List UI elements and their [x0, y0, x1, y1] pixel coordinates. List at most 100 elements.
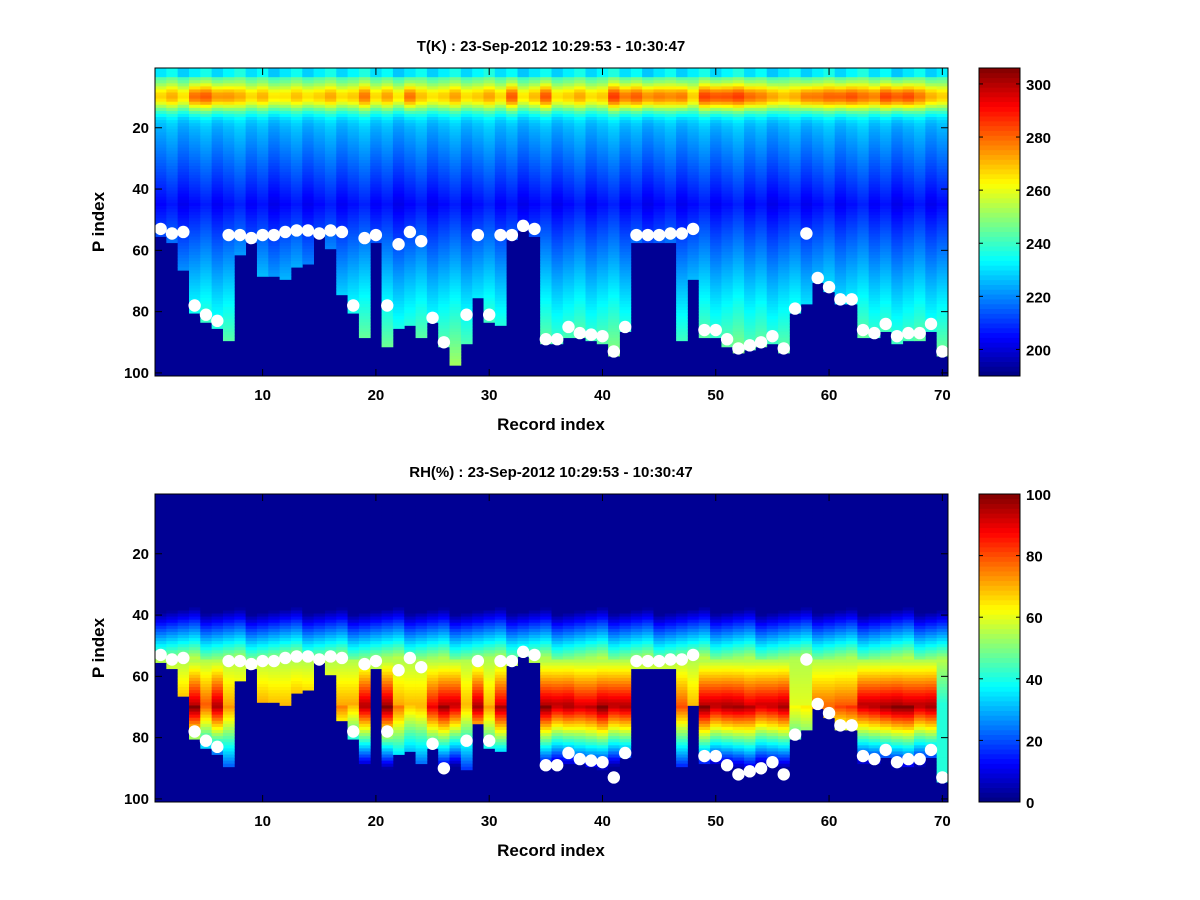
- heatmap-cell: [551, 181, 564, 185]
- heatmap-cell: [472, 74, 484, 78]
- heatmap-cell: [596, 303, 609, 308]
- heatmap-cell: [336, 184, 348, 188]
- heatmap-cell: [732, 117, 745, 121]
- temperature-title: T(K) : 23-Sep-2012 10:29:53 - 10:30:47: [417, 38, 685, 55]
- heatmap-cell: [585, 273, 598, 277]
- heatmap-cell: [472, 258, 484, 262]
- heatmap-cell: [438, 98, 450, 103]
- heatmap-cell: [562, 138, 575, 142]
- heatmap-cell: [222, 313, 235, 317]
- heatmap-cell: [506, 199, 518, 204]
- heatmap-cell: [664, 215, 677, 219]
- heatmap-cell: [574, 227, 586, 231]
- heatmap-cell: [347, 248, 360, 253]
- heatmap-cell: [732, 156, 745, 161]
- heatmap-cell: [857, 303, 870, 308]
- heatmap-cell: [188, 276, 201, 280]
- heatmap-cell: [540, 89, 552, 93]
- heatmap-cell: [551, 147, 564, 152]
- heatmap-cell: [823, 101, 836, 106]
- heatmap-cell: [766, 264, 779, 268]
- heatmap-cell: [619, 92, 632, 96]
- heatmap-cell: [381, 71, 394, 75]
- heatmap-cell: [381, 334, 394, 339]
- heatmap-cell: [381, 270, 394, 274]
- heatmap-cell: [834, 242, 847, 247]
- heatmap-cell: [336, 113, 348, 118]
- heatmap-cell: [404, 101, 416, 106]
- heatmap-cell: [585, 310, 598, 314]
- heatmap-cell: [755, 258, 768, 262]
- heatmap-cell: [834, 193, 847, 198]
- heatmap-cell: [302, 89, 314, 93]
- heatmap-cell: [868, 254, 881, 259]
- heatmap-cell: [483, 89, 496, 93]
- heatmap-cell: [381, 196, 394, 201]
- heatmap-cell: [166, 77, 179, 81]
- heatmap-cell: [630, 120, 643, 124]
- heatmap-cell: [574, 202, 586, 207]
- heatmap-cell: [642, 199, 654, 204]
- heatmap-cell: [574, 313, 586, 317]
- heatmap-cell: [619, 199, 632, 204]
- heatmap-cell: [370, 95, 382, 100]
- heatmap-cell: [574, 307, 586, 311]
- heatmap-cell: [347, 199, 360, 204]
- heatmap-cell: [562, 172, 575, 176]
- heatmap-cell: [347, 184, 360, 188]
- heatmap-cell: [381, 202, 394, 207]
- heatmap-cell: [574, 163, 586, 167]
- heatmap-cell: [664, 181, 677, 185]
- heatmap-cell: [540, 156, 552, 161]
- heatmap-cell: [155, 120, 167, 124]
- heatmap-cell: [279, 236, 292, 241]
- heatmap-cell: [324, 68, 337, 72]
- heatmap-cell: [460, 319, 473, 323]
- heatmap-cell: [415, 120, 428, 124]
- heatmap-cell: [358, 224, 371, 228]
- heatmap-cell: [744, 245, 756, 250]
- heatmap-cell: [449, 343, 462, 348]
- heatmap-cell: [868, 141, 881, 146]
- heatmap-cell: [551, 233, 564, 237]
- heatmap-cell: [358, 163, 371, 167]
- heatmap-cell: [812, 215, 824, 219]
- heatmap-cell: [834, 254, 847, 259]
- heatmap-cell: [755, 126, 768, 130]
- heatmap-cell: [710, 297, 722, 302]
- heatmap-cell: [268, 89, 281, 93]
- heatmap-cell: [562, 218, 575, 222]
- heatmap-cell: [551, 172, 564, 176]
- heatmap-cell: [211, 135, 224, 139]
- heatmap-cell: [415, 147, 428, 152]
- heatmap-cell: [766, 86, 779, 90]
- heatmap-cell: [324, 123, 337, 127]
- heatmap-cell: [245, 126, 258, 130]
- heatmap-cell: [868, 187, 881, 191]
- heatmap-cell: [404, 258, 416, 262]
- heatmap-cell: [460, 89, 473, 93]
- heatmap-cell: [336, 267, 348, 271]
- heatmap-cell: [653, 110, 666, 115]
- heatmap-cell: [562, 270, 575, 274]
- heatmap-cell: [494, 261, 507, 265]
- heatmap-cell: [540, 86, 552, 90]
- heatmap-cell: [596, 224, 609, 228]
- heatmap-cell: [494, 258, 507, 262]
- heatmap-cell: [517, 113, 530, 118]
- heatmap-cell: [506, 123, 518, 127]
- heatmap-cell: [585, 261, 598, 265]
- heatmap-cell: [472, 221, 484, 225]
- heatmap-cell: [834, 227, 847, 231]
- heatmap-cell: [766, 126, 779, 130]
- heatmap-cell: [188, 245, 201, 250]
- heatmap-cell: [494, 120, 507, 124]
- heatmap-cell: [494, 95, 507, 100]
- heatmap-cell: [449, 123, 462, 127]
- heatmap-cell: [857, 261, 870, 265]
- heatmap-cell: [222, 221, 235, 225]
- heatmap-cell: [155, 215, 167, 219]
- heatmap-cell: [687, 129, 700, 133]
- heatmap-cell: [472, 288, 484, 293]
- heatmap-cell: [347, 123, 360, 127]
